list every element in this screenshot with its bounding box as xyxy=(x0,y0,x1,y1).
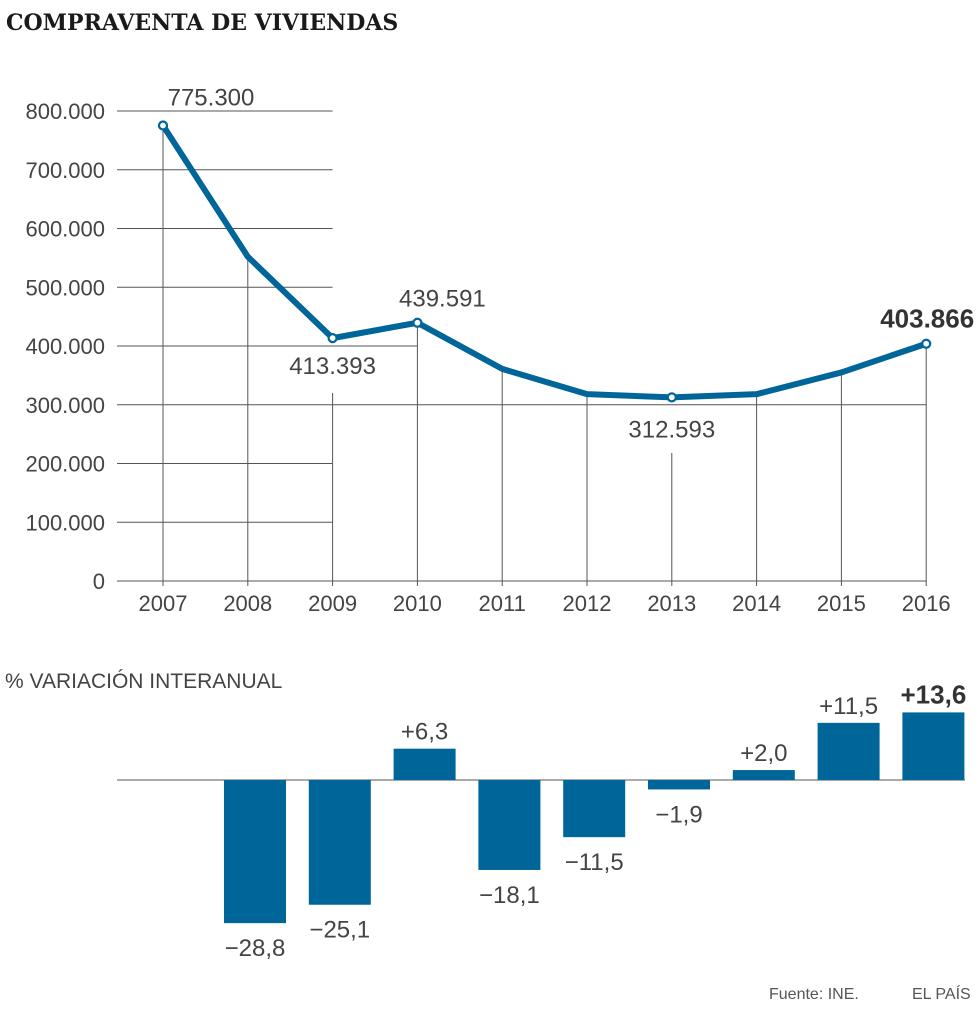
bar-chart: −28,8 −25,1 +6,3 −18,1 −11,5 −1,9 +2,0 +11,5 +13… xyxy=(117,679,966,962)
x-tick-label: 2011 xyxy=(479,591,526,616)
bar-value-label: +6,3 xyxy=(401,719,448,746)
x-tick-label: 2016 xyxy=(902,591,951,616)
point-value-label: 312.593 xyxy=(628,416,715,443)
data-point xyxy=(157,120,169,131)
x-tick-label: 2010 xyxy=(393,591,442,616)
x-tick-label: 2007 xyxy=(139,591,188,616)
data-point xyxy=(666,392,677,403)
y-tick-label: 0 xyxy=(93,569,105,594)
y-tick-label: 800.000 xyxy=(25,99,105,124)
point-value-label: 403.866 xyxy=(880,304,974,334)
series-line xyxy=(160,122,930,401)
bar xyxy=(478,780,541,870)
bar-value-label: +13,6 xyxy=(901,679,967,709)
y-tick-label: 600.000 xyxy=(25,217,105,242)
chart-title: COMPRAVENTA DE VIVIENDAS xyxy=(6,10,398,36)
line-chart: 0 100.000 200.000 300.000 400.000 500.000 600.… xyxy=(25,85,974,616)
bar-value-label: −25,1 xyxy=(309,917,370,944)
x-tick-label: 2015 xyxy=(817,591,866,616)
data-point xyxy=(327,333,338,344)
x-tick-label: 2008 xyxy=(223,591,272,616)
y-tick-label: 400.000 xyxy=(25,334,105,359)
data-point xyxy=(412,317,423,328)
y-tick-label: 500.000 xyxy=(25,275,105,300)
bar-chart-subtitle: % VARIACIÓN INTERANUAL xyxy=(5,670,282,693)
bar-value-label: −11,5 xyxy=(565,849,624,876)
x-tick-label: 2014 xyxy=(732,591,781,616)
bar-value-label: +2,0 xyxy=(740,740,787,767)
y-tick-label: 100.000 xyxy=(25,510,105,535)
bar xyxy=(902,712,965,780)
x-tick-label: 2012 xyxy=(563,591,612,616)
bar xyxy=(817,722,880,780)
x-tick-label: 2013 xyxy=(647,591,696,616)
point-value-label: 439.591 xyxy=(399,286,486,313)
y-tick-label: 300.000 xyxy=(25,393,105,418)
bar xyxy=(732,770,795,780)
y-tick-label: 200.000 xyxy=(25,452,105,477)
point-value-label: 413.393 xyxy=(289,353,376,380)
point-value-label: 775.300 xyxy=(168,85,255,112)
bar-value-label: −28,8 xyxy=(225,935,286,962)
brand-credit: EL PAÍS xyxy=(912,984,971,1003)
bar xyxy=(648,780,710,790)
y-tick-label: 700.000 xyxy=(25,158,105,183)
bar-value-label: −1,9 xyxy=(655,801,702,828)
source-note: Fuente: INE. xyxy=(769,986,859,1003)
bar-value-label: +11,5 xyxy=(819,693,878,720)
bar xyxy=(308,780,371,905)
bar xyxy=(563,780,626,838)
data-point xyxy=(921,338,932,349)
x-tick-label: 2009 xyxy=(308,591,357,616)
bar xyxy=(393,748,456,780)
bar-value-label: −18,1 xyxy=(479,882,540,909)
bar xyxy=(224,780,286,924)
